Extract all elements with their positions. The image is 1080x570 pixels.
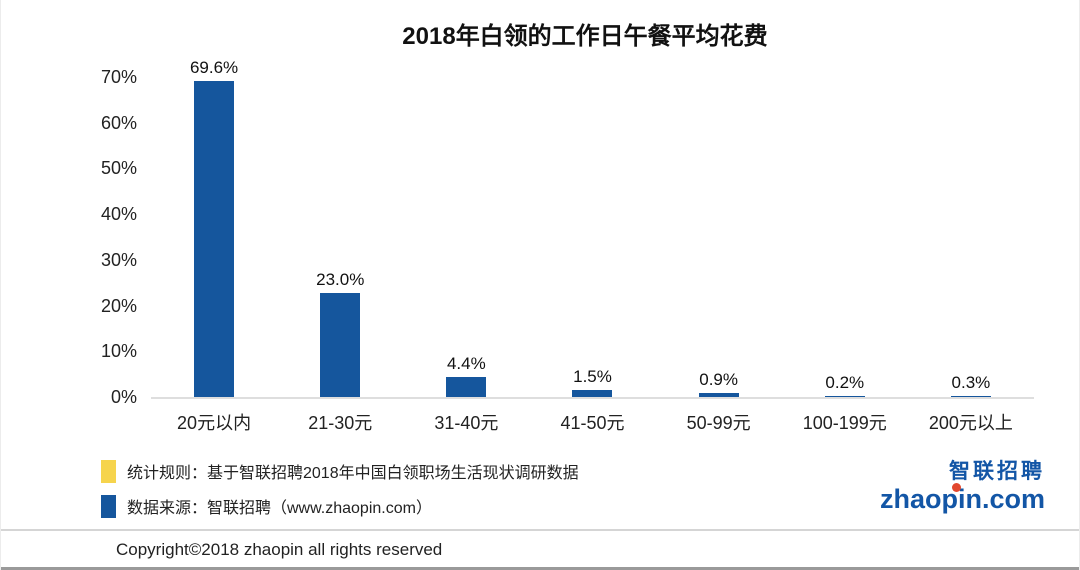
- legend: 统计规则：基于智联招聘2018年中国白领职场生活现状调研数据 数据来源：智联招聘…: [1, 459, 1079, 518]
- bar: [698, 392, 739, 397]
- bar-chart: 0% 10% 20% 30% 40% 50% 60% 70% 69.6% 23.0% 4.4% 1.…: [1, 58, 1079, 407]
- footer-divider: [1, 529, 1079, 531]
- bar-value-label: 0.9%: [699, 369, 738, 389]
- bar-value-label: 0.2%: [825, 373, 865, 393]
- x-category-label: 100-199元: [802, 413, 887, 433]
- bar-value-label: 69.6%: [189, 57, 239, 77]
- bar: [320, 292, 361, 397]
- logo-domain-label: zhaopin.com: [879, 484, 1045, 515]
- bar: [572, 390, 613, 397]
- plot-area: 69.6% 23.0% 4.4% 1.5% 0.9% 0.2% 0.3%: [151, 58, 1034, 399]
- legend-swatch-blue: [101, 494, 116, 518]
- y-tick-label: 0%: [110, 387, 137, 407]
- bar: [194, 80, 235, 397]
- legend-swatch-yellow: [101, 459, 116, 483]
- x-category-label: 20元以内: [177, 413, 252, 433]
- logo-cn-text: 智联招聘: [949, 460, 1045, 483]
- x-category-label: 50-99元: [686, 413, 751, 433]
- bar-column: 23.0%: [277, 79, 403, 397]
- logo-red-dot-icon: [951, 483, 961, 493]
- legend-item-stat-rule: 统计规则：基于智联招聘2018年中国白领职场生活现状调研数据: [101, 459, 1079, 483]
- y-axis: 0% 10% 20% 30% 40% 50% 60% 70%: [71, 67, 151, 407]
- y-tick-label: 10%: [100, 341, 137, 362]
- x-category-label: 41-50元: [560, 413, 625, 433]
- logo-domain-text: zhaopin.com: [879, 483, 1045, 515]
- bar-value-label: 23.0%: [316, 269, 365, 289]
- zhaopin-logo: 智联招聘 zhaopin.com: [880, 460, 1045, 515]
- bar-column: 0.3%: [908, 79, 1034, 397]
- bar-column: 69.6%: [151, 58, 277, 397]
- bar-value-label: 1.5%: [573, 367, 612, 387]
- x-category-label: 31-40元: [434, 413, 499, 433]
- bottom-edge-line: [1, 567, 1079, 570]
- bar-value-label: 0.3%: [951, 372, 991, 392]
- bar: [824, 396, 865, 397]
- y-tick-label: 20%: [100, 295, 137, 316]
- legend-item-data-source: 数据来源：智联招聘（www.zhaopin.com）: [101, 494, 1079, 518]
- x-axis: 20元以内 21-30元 31-40元 41-50元 50-99元 100-199元 200…: [1, 409, 1079, 435]
- x-category-label: 200元以上: [928, 413, 1013, 433]
- legend-label: 统计规则：基于智联招聘2018年中国白领职场生活现状调研数据: [127, 465, 579, 482]
- bar-column: 4.4%: [403, 79, 529, 397]
- x-category-label: 21-30元: [308, 413, 373, 433]
- y-tick-label: 30%: [100, 249, 137, 270]
- y-tick-label: 70%: [100, 67, 137, 87]
- bar-column: 0.9%: [656, 79, 782, 397]
- y-tick-label: 50%: [100, 158, 137, 179]
- chart-title: 2018年白领的工作日午餐平均花费: [402, 23, 768, 50]
- bar-column: 0.2%: [782, 79, 908, 397]
- bar: [950, 395, 991, 397]
- y-tick-label: 40%: [100, 204, 137, 225]
- y-tick-label: 60%: [100, 112, 137, 133]
- bar: [446, 377, 487, 397]
- bar-value-label: 4.4%: [446, 354, 486, 374]
- legend-label: 数据来源：智联招聘（www.zhaopin.com）: [127, 500, 432, 517]
- copyright-text: Copyright©2018 zhaopin all rights reserv…: [116, 540, 443, 559]
- bar-column: 1.5%: [529, 79, 655, 397]
